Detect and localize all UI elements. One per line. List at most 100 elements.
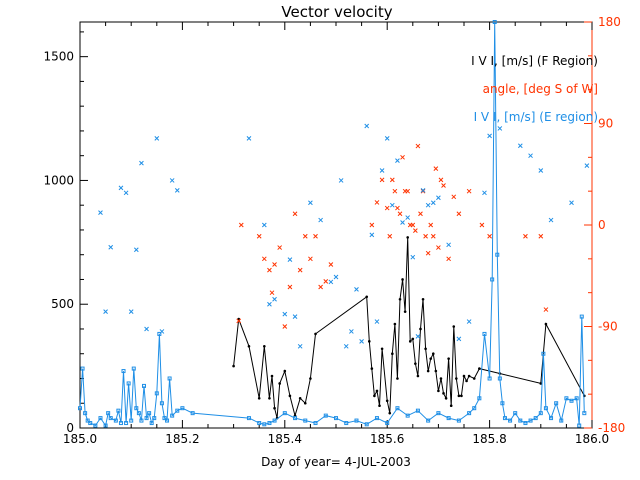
data-point-x xyxy=(446,256,451,262)
data-point xyxy=(465,379,468,383)
data-point xyxy=(180,406,185,411)
data-point-x xyxy=(103,309,108,314)
data-point xyxy=(502,416,507,421)
data-point xyxy=(467,374,471,378)
data-point xyxy=(159,401,164,406)
data-point xyxy=(559,418,564,423)
data-point-x xyxy=(374,200,380,205)
data-point-x xyxy=(389,177,395,183)
right-y-tick-label: -90 xyxy=(598,320,618,334)
data-point-x xyxy=(466,319,472,324)
data-point xyxy=(500,401,505,406)
data-point-x xyxy=(297,343,303,349)
data-point-x xyxy=(538,168,544,173)
data-point xyxy=(403,310,407,313)
data-point-x xyxy=(451,194,457,200)
data-point-x xyxy=(548,217,554,223)
data-point xyxy=(472,377,476,380)
data-point xyxy=(406,236,409,239)
data-point-x xyxy=(523,233,528,239)
data-point-x xyxy=(441,183,446,188)
data-point xyxy=(309,377,312,380)
series-1 xyxy=(236,143,549,329)
data-point xyxy=(415,408,420,413)
data-point-x xyxy=(128,309,134,314)
data-point-x xyxy=(272,296,277,302)
data-point xyxy=(582,411,587,416)
data-point-x xyxy=(430,233,436,239)
data-point-x xyxy=(379,168,385,173)
data-point-x xyxy=(387,233,393,239)
data-point xyxy=(518,418,523,423)
data-point xyxy=(528,418,533,423)
data-point xyxy=(354,418,359,423)
data-point-x xyxy=(517,143,523,149)
data-point xyxy=(395,406,400,411)
data-point xyxy=(455,377,458,380)
data-point xyxy=(424,347,427,351)
data-point-x xyxy=(333,274,339,280)
data-point-x xyxy=(318,284,323,290)
data-point xyxy=(539,382,543,385)
data-point-x xyxy=(133,247,139,253)
data-point-x xyxy=(446,242,451,248)
data-point xyxy=(268,396,271,400)
data-point xyxy=(378,404,381,408)
data-point xyxy=(136,411,141,416)
data-point-x xyxy=(374,319,380,324)
data-point xyxy=(121,369,126,374)
data-point-x xyxy=(261,256,267,262)
data-point xyxy=(303,401,307,405)
data-point xyxy=(157,331,162,336)
x-tick-label: 185.8 xyxy=(472,432,506,446)
data-point-x xyxy=(364,123,370,129)
data-point xyxy=(543,406,548,411)
x-tick-label: 185.4 xyxy=(268,432,302,446)
data-point xyxy=(167,376,172,381)
data-series xyxy=(78,20,590,428)
data-point xyxy=(533,416,538,421)
data-point xyxy=(452,325,456,328)
data-point xyxy=(419,327,422,331)
data-point-x xyxy=(456,211,462,217)
data-point xyxy=(344,421,349,426)
data-point-x xyxy=(369,232,375,238)
data-point xyxy=(579,314,584,319)
data-point-x xyxy=(123,190,129,196)
data-point-x xyxy=(246,136,252,141)
data-point-x xyxy=(413,228,418,233)
right-y-axis-ticks: -180 -90 0 90 180 xyxy=(584,15,625,435)
data-point-x xyxy=(302,233,308,239)
data-point xyxy=(457,394,461,398)
data-point-x xyxy=(487,133,492,139)
data-point xyxy=(429,357,433,360)
data-point-x xyxy=(349,329,354,334)
data-point-x xyxy=(497,126,503,131)
data-point xyxy=(98,416,103,421)
legend-entry: I V I, [m/s] (F Region) xyxy=(471,54,598,68)
data-point xyxy=(85,418,90,423)
series-3 xyxy=(78,20,587,428)
data-point xyxy=(385,421,390,426)
data-point xyxy=(549,416,554,421)
data-point-x xyxy=(282,324,288,329)
data-point-x xyxy=(584,163,590,168)
x-tick-label: 185.6 xyxy=(370,432,404,446)
data-point xyxy=(437,389,440,393)
x-tick-label: 185.0 xyxy=(63,432,97,446)
data-point-x xyxy=(269,290,275,296)
data-point-x xyxy=(287,284,293,290)
data-point xyxy=(116,408,121,413)
data-point-x xyxy=(410,254,416,260)
data-point-x xyxy=(487,233,492,239)
data-point xyxy=(106,411,111,416)
left-y-tick-label: 500 xyxy=(51,297,74,311)
right-y-tick-label: 180 xyxy=(598,15,621,29)
data-point xyxy=(541,351,546,356)
x-axis-label: Day of year= 4-JUL-2003 xyxy=(261,455,411,469)
data-point-x xyxy=(384,205,390,211)
data-point xyxy=(118,421,123,426)
data-point xyxy=(147,411,152,416)
data-point xyxy=(460,394,463,398)
